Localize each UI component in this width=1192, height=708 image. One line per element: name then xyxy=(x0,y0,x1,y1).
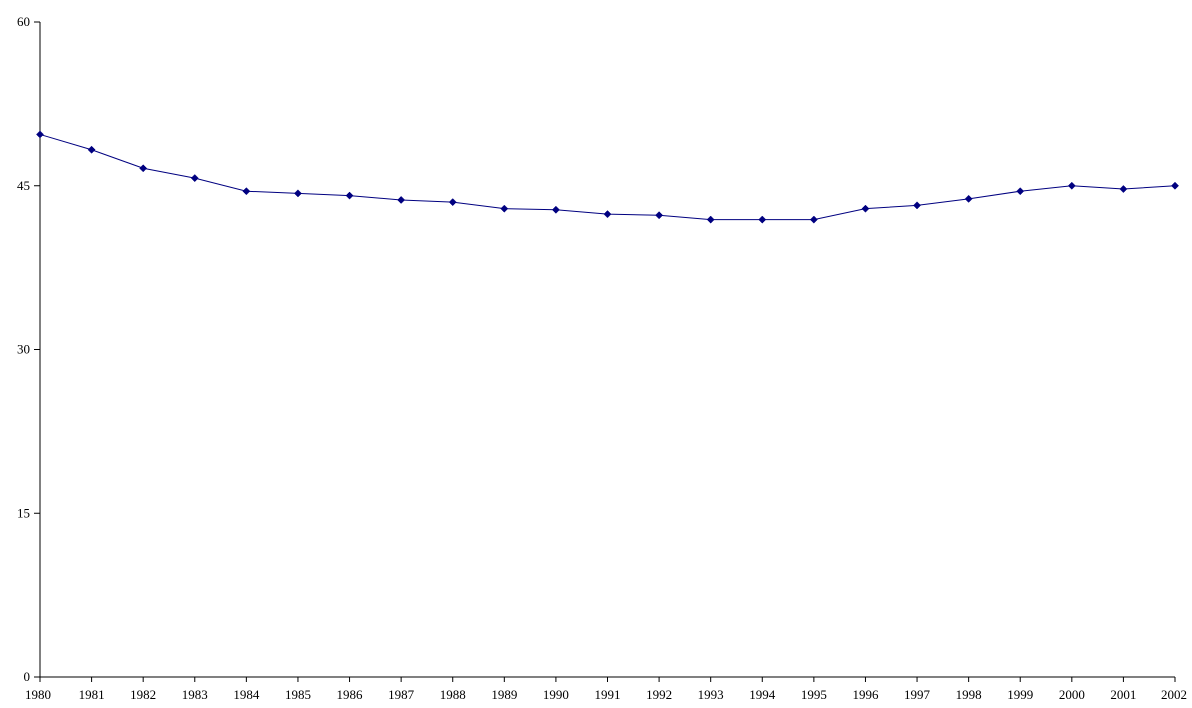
y-tick-label: 15 xyxy=(17,505,30,520)
data-point-marker xyxy=(758,215,767,224)
data-point-marker xyxy=(655,211,664,220)
x-tick-label: 2001 xyxy=(1110,687,1136,702)
data-point-marker xyxy=(397,195,406,204)
data-point-marker xyxy=(190,174,199,183)
x-tick-label: 1981 xyxy=(79,687,105,702)
data-point-marker xyxy=(706,215,715,224)
data-point-marker xyxy=(861,204,870,213)
x-tick-label: 1996 xyxy=(852,687,879,702)
x-tick-label: 1985 xyxy=(285,687,311,702)
y-ticks: 0 15 30 45 60 xyxy=(17,14,40,684)
x-tick-label: 1995 xyxy=(801,687,827,702)
y-tick-label: 45 xyxy=(17,178,30,193)
x-tick-label: 2000 xyxy=(1059,687,1085,702)
x-ticks: 1980 1981 1982 1983 1984 1985 1986 1987 1988 1989… xyxy=(25,677,1187,702)
data-point-marker xyxy=(294,189,302,198)
data-point-marker xyxy=(242,187,251,196)
x-tick-label: 1984 xyxy=(233,687,260,702)
x-tick-label: 1983 xyxy=(182,687,208,702)
x-tick-label: 1987 xyxy=(388,687,415,702)
x-tick-label: 1986 xyxy=(337,687,364,702)
data-point-marker xyxy=(1119,185,1128,193)
x-tick-label: 1980 xyxy=(25,687,51,702)
x-tick-label: 1988 xyxy=(440,687,466,702)
x-tick-label: 2002 xyxy=(1161,687,1187,702)
x-tick-label: 1997 xyxy=(904,687,931,702)
data-point-marker xyxy=(1067,181,1076,190)
data-point-marker xyxy=(448,198,457,207)
data-point-marker xyxy=(809,215,818,224)
x-tick-label: 1990 xyxy=(543,687,569,702)
x-tick-label: 1999 xyxy=(1007,687,1033,702)
x-tick-label: 1992 xyxy=(646,687,672,702)
data-point-marker xyxy=(500,204,509,213)
series-group xyxy=(36,130,1179,224)
data-point-marker xyxy=(964,194,973,203)
data-point-marker xyxy=(603,210,612,219)
data-point-marker xyxy=(87,145,96,154)
data-point-marker xyxy=(551,205,560,214)
x-tick-label: 1993 xyxy=(698,687,724,702)
series-line xyxy=(39,133,1176,221)
data-point-marker xyxy=(36,130,44,139)
y-tick-label: 30 xyxy=(17,342,30,357)
x-tick-label: 1998 xyxy=(956,687,982,702)
data-point-marker xyxy=(139,164,148,173)
data-point-marker xyxy=(1171,181,1179,190)
y-tick-label: 0 xyxy=(24,669,31,684)
x-tick-label: 1994 xyxy=(749,687,776,702)
x-tick-label: 1982 xyxy=(130,687,156,702)
data-point-marker xyxy=(345,191,354,200)
x-tick-label: 1991 xyxy=(595,687,621,702)
axes xyxy=(39,22,1175,678)
data-point-marker xyxy=(913,201,921,210)
x-tick-label: 1989 xyxy=(491,687,517,702)
data-point-marker xyxy=(1016,187,1025,196)
y-tick-label: 60 xyxy=(17,14,30,29)
